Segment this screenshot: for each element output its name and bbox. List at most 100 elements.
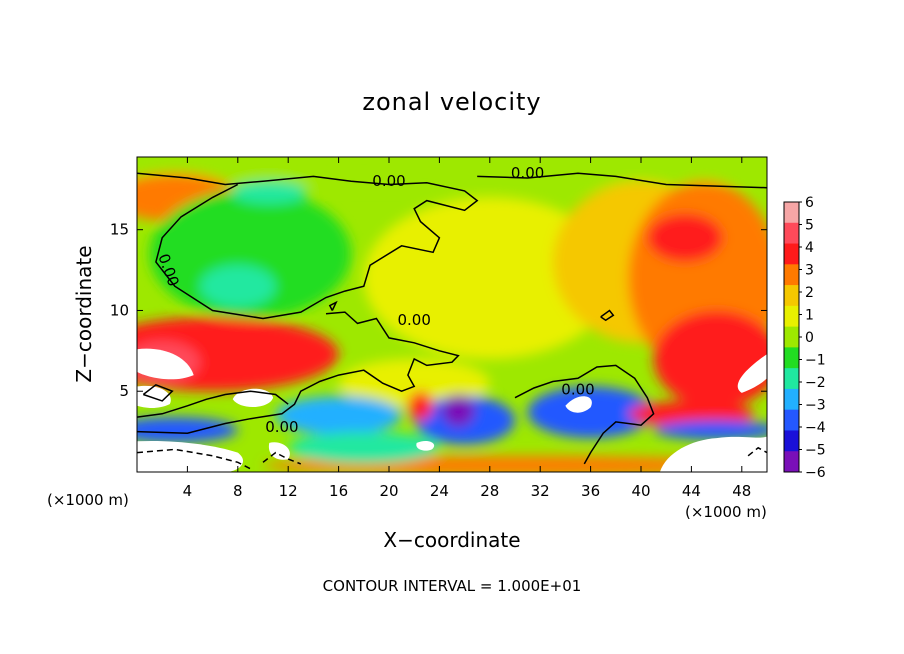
field-white-bottom-right	[659, 436, 767, 472]
colorbar-label: 4	[805, 240, 814, 256]
field-white-right-upper	[737, 354, 767, 393]
y-axis: 5 10 15	[110, 221, 767, 400]
colorbar-swatch	[784, 326, 799, 348]
field-blob-lower-right-red	[628, 400, 755, 427]
field-blob-bottom-cool	[288, 431, 440, 464]
colorbar-swatch	[784, 388, 799, 411]
field-blob-upper-left-cool-core	[200, 265, 276, 308]
x-tick-label: 44	[682, 482, 701, 500]
field-white-left-mid	[137, 385, 171, 409]
colorbar-swatch	[784, 368, 799, 390]
contour-label: 0.00	[511, 164, 544, 182]
colorbar-swatch	[784, 202, 799, 224]
colorbar-label: −3	[805, 398, 826, 414]
colorbar-swatch	[784, 430, 799, 452]
field-blob-top-band	[137, 157, 767, 188]
chart-title: zonal velocity	[362, 88, 542, 116]
colorbar-label: −6	[805, 465, 826, 481]
colorbar-swatch	[784, 264, 799, 286]
contour-label-text: 0.00	[561, 381, 594, 399]
field-blob-lower-blue-band-3	[527, 386, 654, 439]
y-tick-label: 15	[110, 221, 129, 239]
contour-lines: 0.00 0.000.000.000.000.00	[137, 164, 767, 470]
contour-label-text: 0.00	[397, 311, 430, 329]
contour-zero-small-15	[328, 300, 338, 311]
colorbar-swatch	[784, 451, 799, 473]
x-axis-label: X−coordinate	[383, 528, 520, 552]
x-tick-label: 16	[329, 482, 348, 500]
contour-zero-center	[137, 311, 460, 434]
field-blob-lower-right-blue	[653, 420, 767, 440]
colorbar-swatch	[784, 347, 799, 369]
colorbar-label: −2	[805, 375, 826, 391]
velocity-field	[137, 157, 767, 472]
field-blob-upper-left-cool	[149, 189, 352, 319]
field-blob-right-orange-core	[647, 213, 723, 262]
colorbar-label: −4	[805, 420, 826, 436]
colorbar-swatch	[784, 409, 799, 431]
x-tick-label: 4	[183, 482, 193, 500]
colorbar-label: 2	[805, 285, 814, 301]
contour-zero-lower-left	[137, 390, 289, 418]
colorbar-swatch	[784, 222, 799, 245]
contour-label: 0.00	[372, 172, 405, 190]
x-tick-label: 12	[279, 482, 298, 500]
y-axis-label: Z−coordinate	[72, 245, 96, 382]
field-white-bottom-left	[137, 440, 244, 472]
contour-label: 0.00	[265, 418, 298, 436]
contour-zero-top	[137, 172, 479, 320]
x-tick-label: 32	[531, 482, 550, 500]
x-axis-unit-right: (×1000 m)	[685, 503, 767, 521]
x-axis-unit-left: (×1000 m)	[47, 491, 129, 509]
contour-zero-mid-right	[514, 364, 655, 465]
x-tick-label: 24	[430, 482, 449, 500]
contour-label: 0.00	[561, 381, 594, 399]
contour-interval-note: CONTOUR INTERVAL = 1.000E+01	[322, 577, 582, 595]
colorbar-swatch	[784, 285, 799, 307]
field-blobs	[137, 157, 767, 472]
field-blob-mid-green	[363, 197, 616, 359]
field-white-bottom-center	[268, 442, 290, 460]
x-tick-label: 48	[732, 482, 751, 500]
contour-zero-top-right	[477, 172, 767, 189]
field-blob-left-warm-band	[137, 316, 339, 392]
contour-label-text: 0.00	[372, 172, 405, 190]
field-blob-lower-violet	[441, 394, 475, 427]
field-blob-center-green-lower	[338, 358, 490, 408]
x-tick-label: 40	[631, 482, 650, 500]
x-tick-label: 36	[581, 482, 600, 500]
colorbar-label: −1	[805, 353, 826, 369]
field-blob-lower-blue-band	[275, 396, 402, 435]
colorbar-label: 3	[805, 263, 814, 279]
colorbar-label: 0	[805, 330, 814, 346]
field-white-left-upper	[137, 348, 194, 380]
contour-neg-bottom-left	[137, 448, 251, 470]
contour-label-text: 0.00	[511, 164, 544, 182]
x-tick-label: 20	[379, 482, 398, 500]
field-blob-lower-red-spot	[407, 391, 434, 421]
x-tick-label: 8	[233, 482, 243, 500]
x-axis: 4 8 12 16 20 24 28 32 36 40 44 48	[183, 157, 751, 500]
y-tick-label: 10	[110, 301, 129, 319]
colorbar-label: −5	[805, 443, 826, 459]
x-tick-label: 28	[480, 482, 499, 500]
contour-neg-bottom-mid	[262, 451, 302, 465]
colorbar-label: 6	[805, 195, 814, 211]
field-blob-upper-left-cool-top	[231, 181, 308, 204]
colorbar-label: 5	[805, 218, 814, 234]
field-white-low-22	[416, 440, 435, 451]
field-blob-lower-left-blue	[137, 417, 238, 443]
contour-label: 0.00	[397, 311, 430, 329]
contour-neg-bottom-right	[747, 446, 767, 457]
contour-zero-small-33	[600, 309, 615, 322]
field-white-mid-35	[565, 396, 592, 413]
colorbar-swatch	[784, 243, 799, 265]
plot-frame	[136, 156, 768, 473]
colorbar-swatch	[784, 305, 799, 328]
contour-label-text: 0.00	[265, 418, 298, 436]
y-tick-label: 5	[119, 382, 129, 400]
colorbar: 6 5 4 3 2 1 0 −1 −2 −3 −4 −5 −6	[783, 195, 826, 481]
colorbar-label: 1	[805, 308, 814, 324]
